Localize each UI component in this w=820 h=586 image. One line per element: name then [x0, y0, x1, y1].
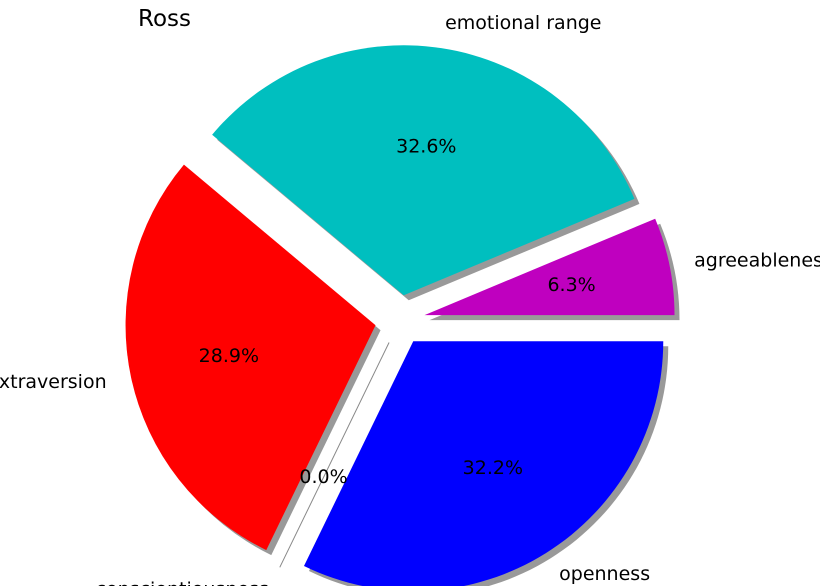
percent-labels: 6.3% 32.6% 28.9% 0.0% 32.2%	[199, 135, 596, 487]
pie-slice-extraversion	[125, 164, 376, 551]
slice-label-conscientiousness: conscientiousness	[96, 578, 269, 586]
percent-label-conscientiousness: 0.0%	[299, 466, 347, 488]
pie-slice-openness	[303, 341, 664, 586]
zero-slice-line-conscientiousness	[279, 342, 390, 568]
pie-slice-emotional-range	[212, 45, 635, 296]
slice-label-agreeableness: agreeableness	[694, 250, 820, 272]
slice-label-openness: openness	[559, 563, 650, 585]
pie-slices	[125, 45, 675, 586]
leader-lines	[279, 342, 390, 568]
percent-label-extraversion: 28.9%	[199, 345, 259, 367]
pie-slice-agreeableness	[424, 218, 675, 316]
slice-label-emotional-range: emotional range	[445, 12, 601, 34]
percent-label-agreeableness: 6.3%	[547, 274, 595, 296]
percent-label-emotional-range: 32.6%	[396, 135, 456, 157]
percent-label-openness: 32.2%	[463, 457, 523, 479]
chart-title: Ross	[138, 6, 191, 32]
slice-labels: agreeableness emotional range extraversion…	[0, 12, 820, 586]
